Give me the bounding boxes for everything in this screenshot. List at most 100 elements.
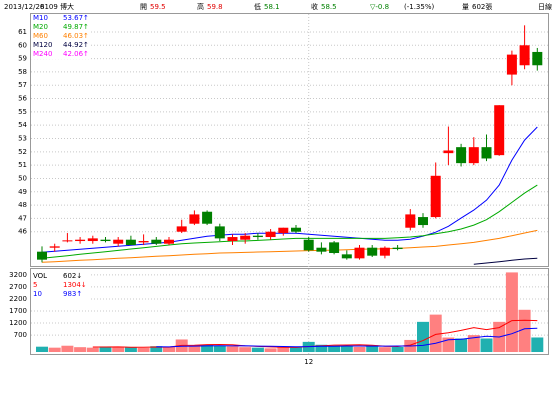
candle-body	[379, 247, 390, 256]
candle-body	[443, 150, 454, 154]
candle-body	[468, 147, 479, 164]
legend-name: VOL	[33, 272, 47, 280]
candle-body	[430, 175, 441, 218]
volume-bar	[99, 346, 112, 352]
y-tick-label: 56	[18, 95, 27, 103]
volume-bar	[455, 338, 468, 352]
x-tick-label: 12	[304, 358, 313, 366]
legend-name: M120	[33, 41, 52, 49]
legend-value: 49.87↑	[63, 23, 89, 31]
change: ▽-0.8	[370, 3, 389, 11]
volume-bar	[505, 272, 518, 352]
candle-body	[151, 239, 162, 244]
candle-body	[494, 105, 505, 156]
candle-body	[456, 147, 467, 164]
volume-bar	[442, 337, 455, 352]
candle-body	[354, 247, 365, 259]
volume-bar	[353, 346, 366, 352]
volume-bar	[391, 346, 404, 352]
legend-name: M20	[33, 23, 48, 31]
candle-body	[341, 254, 352, 259]
legend-value: 53.67↑	[63, 14, 89, 22]
marks	[36, 25, 544, 352]
quote-label: 收	[311, 2, 318, 11]
candle-body	[214, 226, 225, 239]
moving-average	[41, 184, 538, 259]
legend-value: 1304↓	[63, 281, 87, 289]
legend-name: M10	[33, 14, 48, 22]
y-tick-label: 54	[18, 121, 27, 129]
candle-body	[227, 237, 238, 242]
period: 日線	[538, 2, 552, 11]
volume-bar	[74, 347, 87, 352]
candle-body	[37, 251, 47, 260]
legend-value: 42.06↑	[63, 50, 89, 58]
moving-average	[41, 229, 538, 263]
moving-average	[156, 327, 538, 348]
moving-average	[473, 257, 538, 265]
stock: 8109 博大	[40, 2, 74, 11]
date: 2013/12/26	[4, 3, 45, 11]
volume-bar	[328, 345, 341, 352]
candle-body	[405, 214, 416, 228]
volume-value: 602張	[472, 3, 492, 11]
candle-body	[176, 226, 187, 232]
y-tick-label: 1200	[9, 319, 27, 327]
legend-name: M240	[33, 50, 52, 58]
candle-body	[113, 239, 124, 244]
legend-box	[31, 271, 89, 300]
legend-value: 602↓	[63, 272, 82, 280]
volume-bar	[201, 344, 214, 352]
candle-body	[202, 211, 213, 224]
candle-body	[87, 238, 98, 242]
volume-bar	[137, 347, 150, 352]
candle-body	[481, 147, 492, 159]
quote-value: 59.5	[150, 3, 166, 11]
candle-body	[506, 54, 517, 75]
volume-frame	[30, 268, 549, 355]
volume-bar	[277, 347, 290, 352]
volume-bar	[251, 347, 264, 352]
y-tick-label: 53	[18, 135, 27, 143]
y-tick-label: 1700	[9, 307, 27, 315]
quote-value: 58.5	[321, 3, 337, 11]
legend-value: 44.92↑	[63, 41, 89, 49]
candle-body	[329, 242, 340, 254]
candle-body	[265, 231, 276, 238]
volume-bar	[417, 321, 429, 352]
legend-value: 983↑	[63, 290, 82, 298]
volume-bar	[86, 347, 99, 352]
candle-body	[303, 239, 314, 251]
y-tick-label: 700	[14, 331, 27, 339]
y-tick-label: 51	[18, 161, 27, 169]
grid	[31, 14, 548, 354]
y-tick-label: 47	[18, 214, 27, 222]
volume-bar	[315, 344, 328, 352]
candle-body	[392, 247, 403, 250]
volume-bar	[124, 347, 137, 352]
volume-bar	[150, 346, 163, 352]
quote-label: 開	[140, 3, 147, 11]
candle-body	[189, 214, 200, 224]
candle-body	[49, 246, 60, 248]
candle-body	[100, 239, 111, 242]
legend-value: 46.03↑	[63, 32, 89, 40]
quote-label: 高	[197, 2, 204, 11]
volume-bar	[429, 314, 442, 352]
y-tick-label: 48	[18, 201, 27, 209]
quote-value: 59.8	[207, 3, 223, 11]
quote-label: 低	[254, 2, 261, 11]
legend-name: M60	[33, 32, 48, 40]
volume-bar	[36, 346, 48, 352]
candle-body	[519, 45, 530, 66]
volume-bar	[188, 345, 201, 352]
price-frame	[30, 13, 549, 267]
candle-body	[240, 235, 251, 240]
candle-body	[62, 240, 73, 242]
volume-bar	[213, 345, 226, 352]
candle-body	[316, 247, 327, 252]
volume-bar	[467, 335, 480, 352]
